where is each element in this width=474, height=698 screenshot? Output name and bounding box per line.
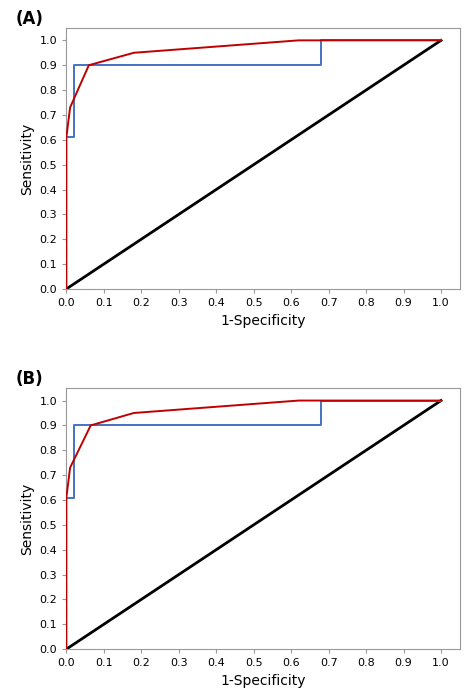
- X-axis label: 1-Specificity: 1-Specificity: [220, 313, 306, 327]
- Y-axis label: Sensitivity: Sensitivity: [20, 122, 34, 195]
- Text: (B): (B): [15, 370, 43, 388]
- Y-axis label: Sensitivity: Sensitivity: [20, 482, 34, 555]
- X-axis label: 1-Specificity: 1-Specificity: [220, 674, 306, 688]
- Text: (A): (A): [15, 10, 43, 28]
